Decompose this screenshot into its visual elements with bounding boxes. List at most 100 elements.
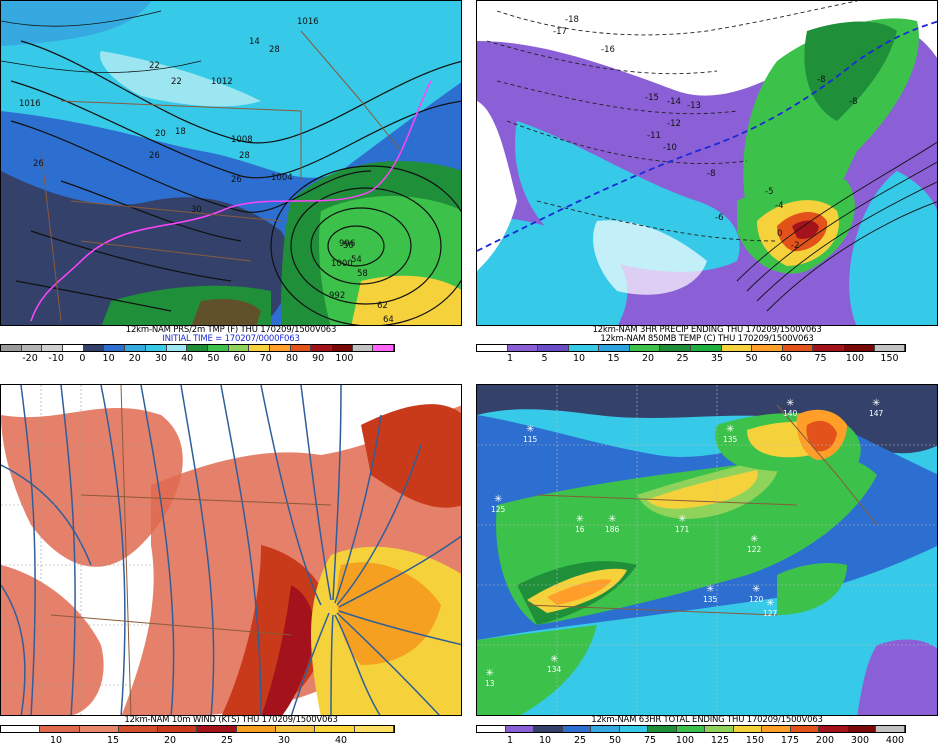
colorbar-swatch [104,345,126,351]
colorbar-tick-label: 100 [675,735,695,746]
temp-label: 0 [777,229,783,239]
colorbar-swatch [534,726,563,732]
temp-label: 58 [357,269,368,279]
station-marker: ✳ 127 [763,598,778,619]
isobar-label: 1016 [297,17,319,27]
temp-label: 28 [269,45,280,55]
temp-label: 22 [149,61,160,71]
colorbar-tick-label: 60 [779,353,793,364]
colorbar-swatch [276,726,316,732]
colorbar-swatch [591,726,620,732]
colorbar-swatch [1,726,41,732]
colorbar-swatch [813,345,844,351]
station-marker: ✳ 186 [605,514,620,535]
panel-top-left: 1016 1012 1008 1004 1000 996 992 1016 22… [0,0,462,365]
colorbar-tick-label: 25 [573,735,587,746]
station-marker: ✳ 135 [723,424,738,445]
isobar-label: 1008 [231,135,253,145]
colorbar-swatch [40,726,80,732]
colorbar-swatch [228,345,250,351]
colorbar-ticks: 10 15 20 25 30 40 [0,735,462,747]
colorbar-swatch [733,726,763,732]
colorbar-swatch [197,726,237,732]
temp-label: -8 [817,75,826,85]
caption-line1: 12km-NAM PRS/2m TMP (F) THU 170209/1500V… [125,325,337,335]
colorbar-swatch [782,345,814,351]
colorbar-swatch [676,726,706,732]
colorbar-tick-label: 20 [163,735,177,746]
colorbar-tick-label: 50 [207,353,220,364]
colorbar-tick-label: 75 [643,735,657,746]
map-graphic [1,1,461,325]
colorbar-swatch [63,345,84,351]
colorbar-swatch [876,726,905,732]
colorbar-swatch [660,345,692,351]
temp-label: 18 [175,127,186,137]
colorbar-tick-label: 50 [745,353,758,364]
colorbar-tick-label: 10 [49,735,63,746]
colorbar-swatch [207,345,229,351]
colorbar-swatch [249,345,270,351]
temp-label: 30 [191,205,202,215]
temp-label: 62 [377,301,388,311]
colorbar-tick-label: 15 [607,353,620,364]
colorbar-swatch [505,726,535,732]
colorbar-swatch [629,345,661,351]
colorbar-tick-label: 40 [334,735,348,746]
colorbar-tick-label: 20 [641,353,655,364]
colorbar-swatch [1,345,22,351]
colorbar-swatch [721,345,753,351]
panel-bottom-left: 12km-NAM 10m WIND (KTS) THU 170209/1500V… [0,384,462,749]
temp-label: 26 [149,151,160,161]
panel-top-right: -18 -17 -16 -15 -14 -13 -12 -11 -10 -8 -… [476,0,938,365]
colorbar-tick-label: 10 [102,353,115,364]
colorbar-swatch [42,345,64,351]
caption-line1: 12km-NAM 3HR PRECIP ENDING THU 170209/15… [592,325,822,335]
station-marker: ✳ 122 [747,534,762,555]
map-10m-wind [0,384,462,716]
colorbar-swatch [562,726,592,732]
station-marker: ✳ 135 [703,584,718,605]
colorbar-tick-label: 20 [128,353,141,364]
temp-label: -11 [647,131,661,141]
colorbar-tick-label: 35 [710,353,724,364]
temp-label: -8 [707,169,716,179]
colorbar-swatch [187,345,208,351]
colorbar-swatch [691,345,722,351]
caption-line2: 12km-NAM 850MB TEMP (C) THU 170209/1500V… [600,334,814,344]
colorbar-tick-label: 150 [745,735,765,746]
colorbar-tick-label: 30 [154,353,168,364]
temp-label: 14 [249,37,260,47]
colorbar-swatch [819,726,848,732]
temp-label: -2 [791,241,800,251]
colorbar-tick-label: 90 [312,353,325,364]
isobar-label: 1004 [271,173,293,183]
colorbar-swatch [752,345,783,351]
map-63hr-total-precip: ✳ 115 ✳ 140 ✳ 147 ✳ 125 ✳ 135 ✳ 16 ✳ 186 ✳ 171 ✳… [476,384,938,716]
temp-label: 26 [231,175,242,185]
colorbar-swatch [507,345,539,351]
colorbar-swatch [290,345,312,351]
colorbar-swatch [648,726,677,732]
map-graphic [477,385,937,715]
colorbar-swatch [762,726,791,732]
colorbar-tick-label: 60 [233,353,246,364]
isobar-label: 992 [329,291,346,301]
isobar-label: 1012 [211,77,233,87]
temp-label: 28 [239,151,250,161]
colorbar-tick-label: 200 [815,735,835,746]
temp-label: 50 [343,241,354,251]
temp-label: 64 [383,315,394,325]
colorbar-swatch [315,726,355,732]
colorbar-tick-label: 25 [220,735,234,746]
colorbar-swatch [352,345,374,351]
colorbar-swatch [538,345,569,351]
station-marker: ✳ 134 [547,654,562,675]
colorbar-swatch [599,345,630,351]
panel-bottom-right: ✳ 115 ✳ 140 ✳ 147 ✳ 125 ✳ 135 ✳ 16 ✳ 186 ✳ 171 ✳… [476,384,938,749]
colorbar-swatch [619,726,649,732]
temp-label: 22 [171,77,182,87]
map-surface-pressure-temp: 1016 1012 1008 1004 1000 996 992 1016 22… [0,0,462,326]
temp-label: -8 [849,97,858,107]
colorbar-tick-label: 10 [572,353,586,364]
